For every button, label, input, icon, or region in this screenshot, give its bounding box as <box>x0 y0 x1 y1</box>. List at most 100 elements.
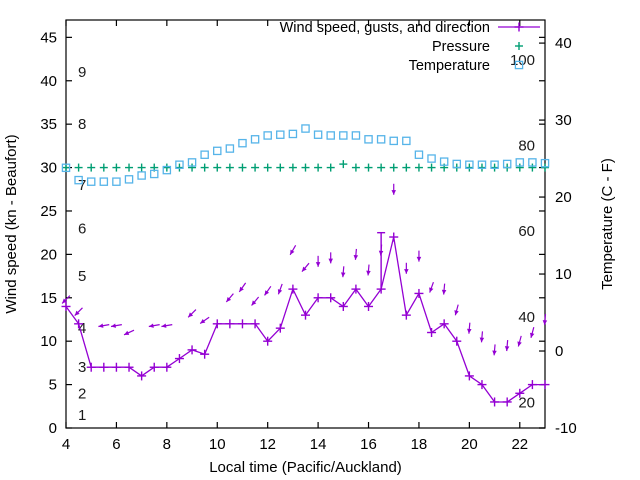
temperature-point <box>288 129 298 139</box>
pressure-point <box>238 163 247 172</box>
pressure-point <box>402 163 411 172</box>
wind-direction-arrow <box>454 304 459 316</box>
fahrenheit-label: 40 <box>518 309 535 326</box>
pressure-point <box>414 163 423 172</box>
pressure-point <box>188 163 197 172</box>
pressure-point <box>213 163 222 172</box>
pressure-point <box>490 163 499 172</box>
beaufort-label: 9 <box>78 64 86 81</box>
temperature-point <box>124 175 134 184</box>
x-axis-title: Local time (Pacific/Auckland) <box>209 459 402 476</box>
wind-direction-arrow <box>429 281 434 293</box>
wind-speed-point <box>326 293 336 303</box>
beaufort-label: 1 <box>78 407 86 424</box>
wind-direction-arrow <box>340 266 346 278</box>
temperature-point <box>490 160 499 169</box>
wind-speed-point <box>452 336 462 346</box>
pressure-point <box>137 163 146 172</box>
y2-tick-label: 0 <box>555 343 563 360</box>
wind-direction-arrow <box>391 183 396 195</box>
temperature-point <box>200 150 209 159</box>
temperature-point <box>213 146 222 156</box>
beaufort-label: 2 <box>78 385 86 402</box>
legend-label-3: Temperature <box>409 58 490 74</box>
wind-speed-point <box>124 362 134 372</box>
y-tick-label: 25 <box>40 203 57 220</box>
temperature-point <box>452 159 462 169</box>
legend-label-2: Pressure <box>432 39 490 55</box>
pressure-point <box>389 163 398 172</box>
wind-direction-arrow <box>301 262 310 273</box>
fahrenheit-label: 60 <box>518 223 535 240</box>
pressure-point <box>339 160 348 169</box>
wind-speed-point <box>301 310 310 320</box>
wind-speed-point <box>162 362 172 372</box>
wind-speed-point <box>61 301 71 311</box>
beaufort-label: 8 <box>78 116 86 133</box>
wind-direction-arrow <box>148 323 160 328</box>
wind-direction-arrow <box>264 285 272 296</box>
pressure-point <box>263 163 272 172</box>
wind-speed-point <box>86 362 96 372</box>
y-tick-label: 20 <box>40 246 57 263</box>
wind-direction-arrow <box>441 283 447 295</box>
wind-direction-arrow <box>404 262 409 274</box>
temperature-point <box>502 159 512 169</box>
wind-direction-arrow <box>492 344 497 356</box>
pressure-point <box>427 163 436 172</box>
pressure-point <box>377 163 386 172</box>
beaufort-label: 4 <box>78 320 86 337</box>
wind-direction-arrow <box>238 282 247 293</box>
y2-tick-label: 10 <box>555 266 572 283</box>
y-tick-label: 0 <box>49 420 57 437</box>
wind-direction-arrow <box>328 252 333 264</box>
y-axis-title: Wind speed (kn - Beaufort) <box>3 134 20 313</box>
temperature-point <box>137 171 146 180</box>
y-tick-label: 30 <box>40 160 57 177</box>
x-tick-label: 4 <box>62 436 70 453</box>
y2-tick-label: 30 <box>555 112 572 129</box>
fahrenheit-label: 80 <box>518 137 535 154</box>
wind-speed-point <box>237 319 247 329</box>
x-tick-label: 8 <box>163 436 171 453</box>
temperature-point <box>515 158 525 167</box>
wind-direction-arrow <box>416 250 422 262</box>
x-tick-label: 22 <box>511 436 528 453</box>
beaufort-label: 5 <box>78 268 86 285</box>
wind-speed-point <box>313 293 323 303</box>
wind-speed-point <box>477 380 487 390</box>
wind-speed-point <box>389 232 399 242</box>
beaufort-label: 6 <box>78 220 86 237</box>
wind-speed-point <box>338 301 348 311</box>
wind-direction-arrow <box>353 248 359 260</box>
wind-direction-arrow <box>517 335 522 347</box>
x-tick-label: 16 <box>360 436 377 453</box>
plot-border <box>65 19 546 429</box>
y-tick-label: 5 <box>49 377 57 394</box>
legend-marker-temperature <box>514 60 524 70</box>
wind-speed-point <box>364 301 374 311</box>
wind-direction-arrow <box>504 340 510 352</box>
wind-direction-arrow <box>98 323 110 328</box>
y-tick-label: 45 <box>40 29 57 46</box>
pressure-point <box>87 163 96 172</box>
wind-speed-point <box>200 349 210 359</box>
pressure-point <box>225 163 234 172</box>
wind-direction-arrow <box>74 307 83 316</box>
temperature-point <box>376 135 386 144</box>
x-tick-label: 18 <box>411 436 428 453</box>
wind-speed-point <box>515 388 525 398</box>
temperature-point <box>465 160 474 169</box>
wind-direction-arrow <box>123 329 135 336</box>
pressure-point <box>477 163 486 172</box>
pressure-point <box>351 163 360 172</box>
temperature-point <box>364 135 373 144</box>
temperature-point <box>74 175 83 185</box>
temperature-point <box>86 177 96 186</box>
wind-direction-arrow <box>378 244 384 256</box>
temperature-point <box>301 124 310 133</box>
wind-direction-arrow <box>161 323 173 328</box>
temperature-point <box>389 136 398 146</box>
temperature-point <box>477 160 487 169</box>
